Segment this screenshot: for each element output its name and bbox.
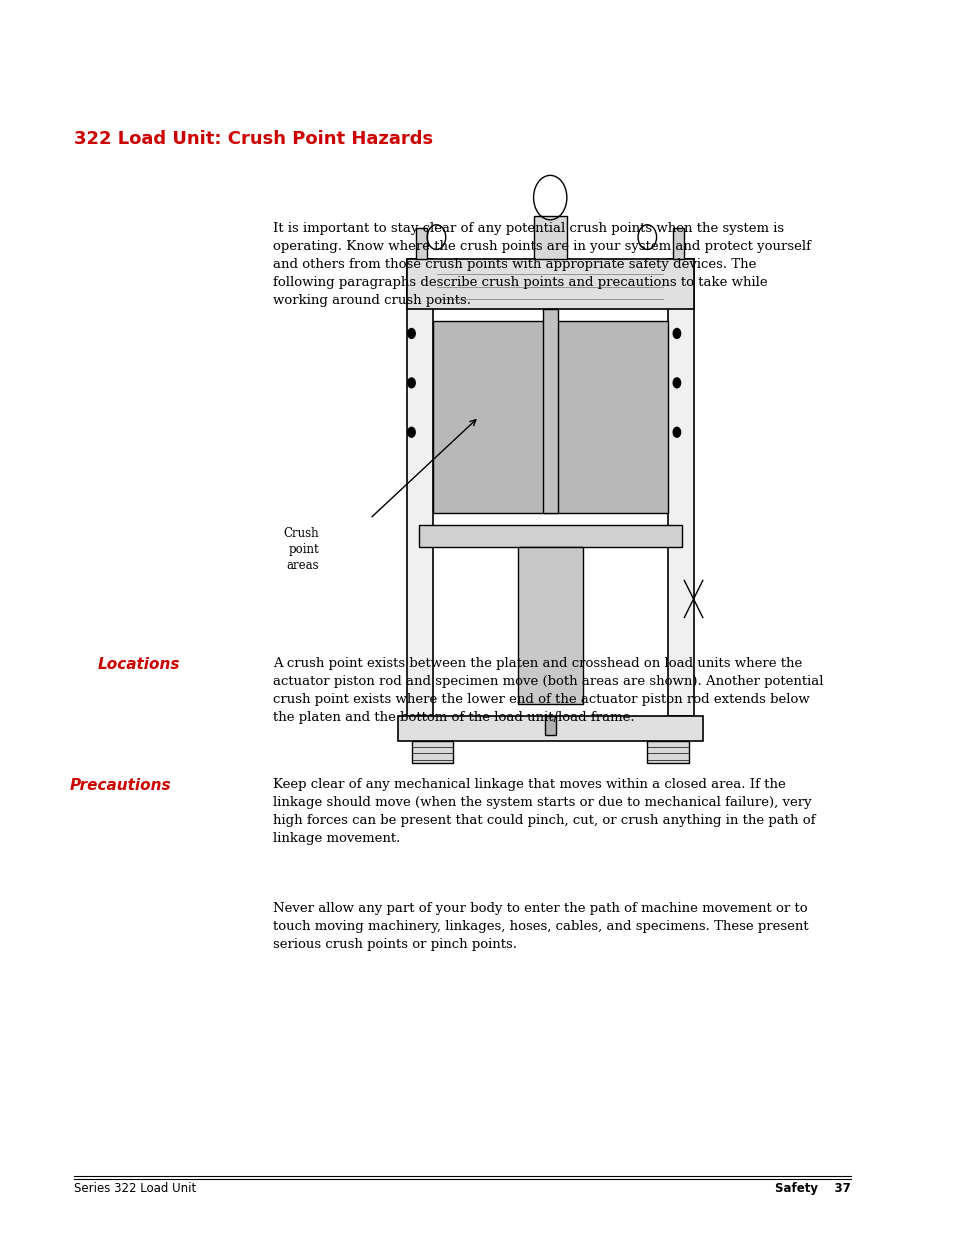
Text: Locations: Locations <box>98 657 180 672</box>
Bar <box>433 321 667 513</box>
Text: A crush point exists between the platen and crosshead on load units where the
ac: A crush point exists between the platen … <box>273 657 822 724</box>
Circle shape <box>407 427 415 437</box>
Circle shape <box>407 329 415 338</box>
Bar <box>544 716 556 735</box>
Bar <box>647 741 688 763</box>
Bar <box>411 741 453 763</box>
Circle shape <box>673 378 679 388</box>
Circle shape <box>673 427 679 437</box>
Circle shape <box>407 378 415 388</box>
Bar <box>407 259 693 309</box>
Text: Crush
point
areas: Crush point areas <box>283 527 318 572</box>
Circle shape <box>673 329 679 338</box>
Bar <box>416 228 427 259</box>
Text: Never allow any part of your body to enter the path of machine movement or to
to: Never allow any part of your body to ent… <box>273 902 807 951</box>
Text: 322 Load Unit: Crush Point Hazards: 322 Load Unit: Crush Point Hazards <box>74 130 433 148</box>
Text: Safety    37: Safety 37 <box>774 1182 850 1195</box>
Bar <box>407 259 433 716</box>
Text: Precautions: Precautions <box>70 778 171 793</box>
Bar <box>667 259 693 716</box>
Bar <box>418 525 680 547</box>
Bar <box>673 228 683 259</box>
Bar <box>517 547 582 704</box>
Bar <box>397 716 702 741</box>
Text: It is important to stay clear of any potential crush points when the system is
o: It is important to stay clear of any pot… <box>273 222 810 308</box>
Bar <box>533 216 566 259</box>
Text: Series 322 Load Unit: Series 322 Load Unit <box>74 1182 196 1195</box>
Text: Keep clear of any mechanical linkage that moves within a closed area. If the
lin: Keep clear of any mechanical linkage tha… <box>273 778 815 845</box>
Bar <box>542 309 558 513</box>
